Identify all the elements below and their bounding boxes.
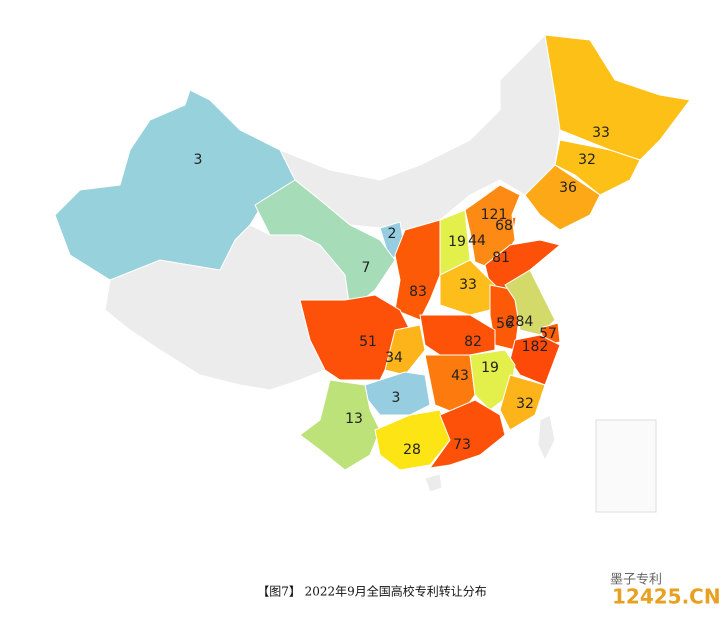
region	[419, 314, 496, 356]
region-value: 32	[578, 152, 596, 168]
region-value: 33	[459, 277, 477, 293]
region-value: 2	[388, 226, 397, 242]
region-value: 83	[409, 284, 427, 300]
hainan	[424, 473, 443, 493]
caption: 【图7】 2022年9月全国高校专利转让分布	[257, 584, 487, 599]
region-value: 57	[539, 326, 557, 342]
region-value: 284	[507, 314, 534, 330]
region-value: 36	[559, 180, 577, 196]
region-value: 19	[448, 234, 466, 250]
region-value: 82	[464, 334, 482, 350]
watermark-site: 12425.CN	[612, 585, 720, 609]
region	[254, 179, 396, 311]
region	[394, 219, 441, 321]
region	[428, 399, 506, 469]
no-data-regions	[104, 33, 657, 513]
region-value: 19	[481, 360, 499, 376]
taiwan	[537, 414, 556, 462]
region-value: 34	[385, 350, 403, 366]
region-value: 13	[345, 411, 363, 427]
region	[544, 34, 691, 161]
region-value: 121	[481, 207, 508, 223]
region-value: 33	[592, 125, 610, 141]
region-value: 56	[496, 316, 514, 332]
region-value: 44	[468, 233, 486, 249]
watermark-brand: 墨子专利	[610, 573, 662, 588]
region-value: 73	[453, 437, 471, 453]
region-value: 32	[516, 396, 534, 412]
region-value: 3	[194, 152, 203, 168]
region-value: 28	[403, 442, 421, 458]
region	[384, 324, 426, 376]
region	[374, 409, 451, 471]
region-value: 182	[522, 339, 549, 355]
region-value: 68	[495, 218, 513, 234]
inner-mongolia	[278, 33, 561, 231]
region-value: 43	[451, 368, 469, 384]
region-value: 7	[362, 260, 371, 276]
region	[299, 379, 381, 471]
south-sea-inset	[595, 419, 657, 513]
region-value: 51	[359, 334, 377, 350]
region-value: 81	[492, 250, 510, 266]
region-value: 3	[392, 390, 401, 406]
region	[54, 89, 296, 281]
region	[499, 374, 546, 431]
region	[364, 371, 431, 416]
region	[524, 164, 601, 231]
